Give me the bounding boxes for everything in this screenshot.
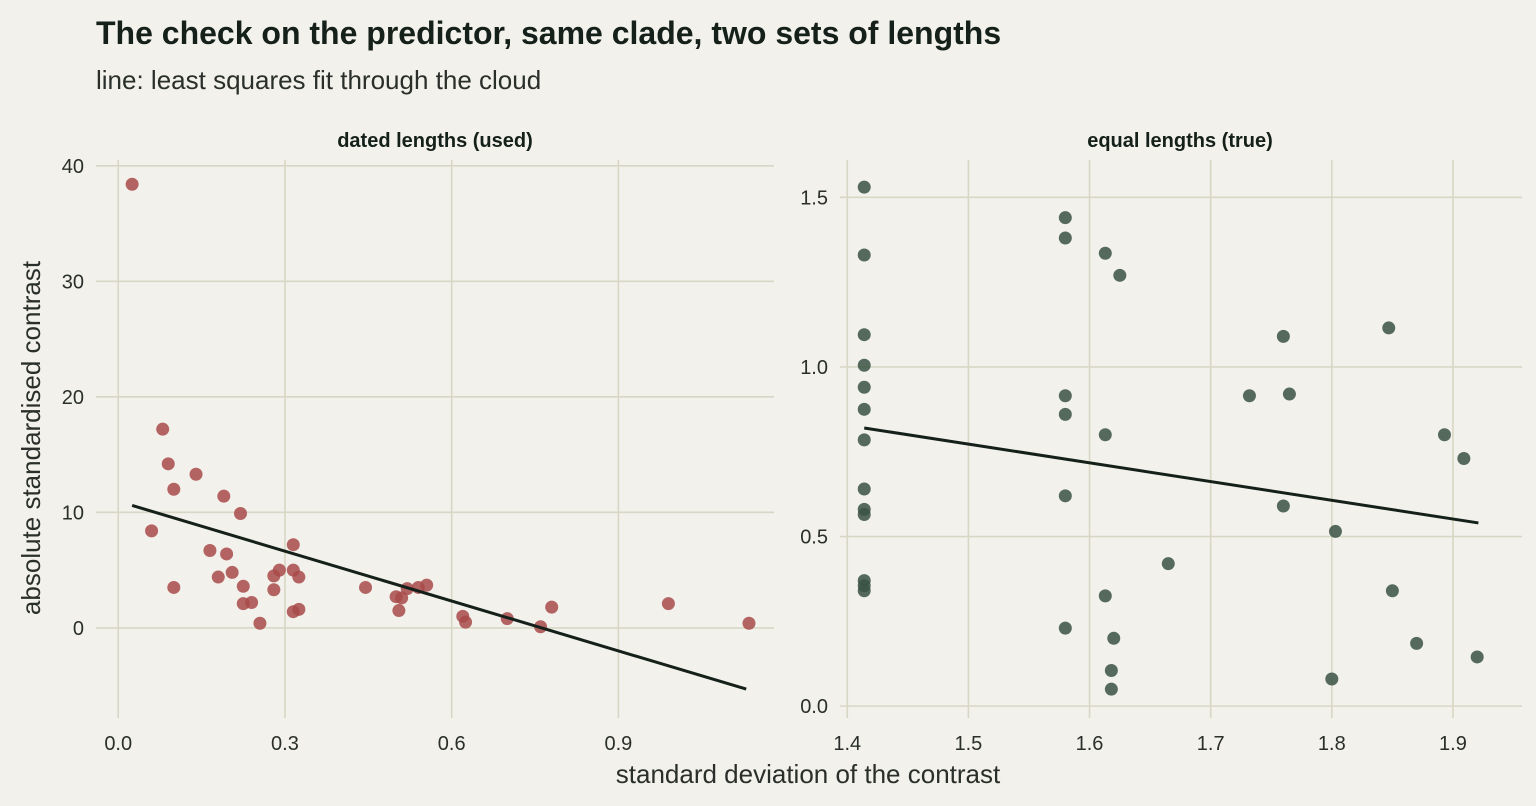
- data-point: [857, 328, 871, 342]
- data-point: [267, 583, 281, 597]
- data-point: [392, 604, 406, 618]
- data-point: [1098, 589, 1112, 603]
- facet-title-left: dated lengths (used): [337, 130, 533, 152]
- y-tick-label: 0.5: [800, 527, 828, 549]
- data-point: [1282, 387, 1296, 401]
- data-point: [1098, 246, 1112, 260]
- x-tick-label: 1.4: [833, 733, 861, 755]
- data-point: [1242, 389, 1256, 403]
- data-point: [225, 565, 239, 579]
- data-point: [857, 358, 871, 372]
- y-tick-label: 30: [62, 271, 84, 293]
- data-point: [1104, 664, 1118, 678]
- chart-title: The check on the predictor, same clade, …: [96, 15, 1001, 51]
- data-point: [145, 524, 159, 538]
- data-point: [742, 616, 756, 630]
- data-point: [1058, 389, 1072, 403]
- data-point: [220, 547, 234, 561]
- y-tick-label: 10: [62, 502, 84, 524]
- data-point: [420, 578, 434, 592]
- data-point: [857, 584, 871, 598]
- data-point: [359, 580, 373, 594]
- x-tick-label: 0.9: [604, 733, 632, 755]
- data-point: [1328, 524, 1342, 538]
- data-point: [857, 433, 871, 447]
- data-point: [459, 615, 473, 629]
- data-point: [1382, 321, 1396, 335]
- data-point: [156, 422, 170, 436]
- x-tick-label: 1.6: [1076, 733, 1104, 755]
- data-point: [211, 570, 225, 584]
- data-point: [189, 467, 203, 481]
- data-point: [661, 597, 675, 611]
- y-tick-label: 40: [62, 156, 84, 178]
- facet-title-right: equal lengths (true): [1087, 130, 1273, 152]
- data-point: [1058, 231, 1072, 245]
- data-point: [233, 507, 247, 521]
- data-point: [253, 616, 267, 630]
- data-point: [857, 248, 871, 262]
- data-point: [203, 543, 217, 557]
- x-tick-label: 0.3: [271, 733, 299, 755]
- data-point: [857, 482, 871, 496]
- data-point: [857, 507, 871, 521]
- chart-subtitle: line: least squares fit through the clou…: [96, 65, 541, 95]
- data-point: [857, 402, 871, 416]
- data-point: [1113, 268, 1127, 282]
- x-tick-label: 0.6: [438, 733, 466, 755]
- data-point: [1385, 584, 1399, 598]
- data-point: [1470, 650, 1484, 664]
- x-tick-label: 1.5: [954, 733, 982, 755]
- y-tick-label: 0: [73, 618, 84, 640]
- y-tick-label: 0.0: [800, 696, 828, 718]
- data-point: [1107, 631, 1121, 645]
- data-point: [217, 489, 231, 503]
- data-point: [125, 177, 139, 191]
- data-point: [857, 380, 871, 394]
- data-point: [545, 600, 559, 614]
- x-axis-title: standard deviation of the contrast: [616, 759, 1001, 789]
- y-tick-label: 1.0: [800, 357, 828, 379]
- x-tick-label: 1.9: [1439, 733, 1467, 755]
- y-axis-title: absolute standardised contrast: [16, 260, 46, 615]
- data-point: [286, 538, 300, 552]
- x-tick-label: 1.7: [1197, 733, 1225, 755]
- data-point: [161, 457, 175, 471]
- data-point: [1058, 407, 1072, 421]
- data-point: [1058, 211, 1072, 225]
- fit-line: [863, 426, 1479, 525]
- fit-line: [131, 503, 747, 691]
- data-point: [292, 602, 306, 616]
- data-point: [857, 180, 871, 194]
- x-tick-label: 1.8: [1318, 733, 1346, 755]
- data-point: [167, 482, 181, 496]
- x-tick-label: 0.0: [104, 733, 132, 755]
- data-point: [1437, 428, 1451, 442]
- data-point: [167, 580, 181, 594]
- y-tick-label: 20: [62, 387, 84, 409]
- panel-equal-lengths: 1.4 1.5 1.6 1.7 1.8 1.9 0.0 0.5 1.0 1.5: [800, 160, 1522, 755]
- data-point: [1325, 672, 1339, 686]
- data-point: [1410, 636, 1424, 650]
- data-point: [1161, 557, 1175, 571]
- data-point: [245, 595, 259, 609]
- data-point: [1058, 489, 1072, 503]
- data-point: [1104, 682, 1118, 696]
- data-point: [1457, 452, 1471, 466]
- data-point: [1098, 428, 1112, 442]
- data-point: [236, 579, 250, 593]
- data-point: [1276, 499, 1290, 513]
- panel-dated-lengths: 0.0 0.3 0.6 0.9 0 10 20 30 40: [62, 156, 774, 755]
- y-tick-label: 1.5: [800, 187, 828, 209]
- data-point: [272, 563, 286, 577]
- data-point: [1058, 621, 1072, 635]
- data-point: [1276, 329, 1290, 343]
- data-point: [292, 570, 306, 584]
